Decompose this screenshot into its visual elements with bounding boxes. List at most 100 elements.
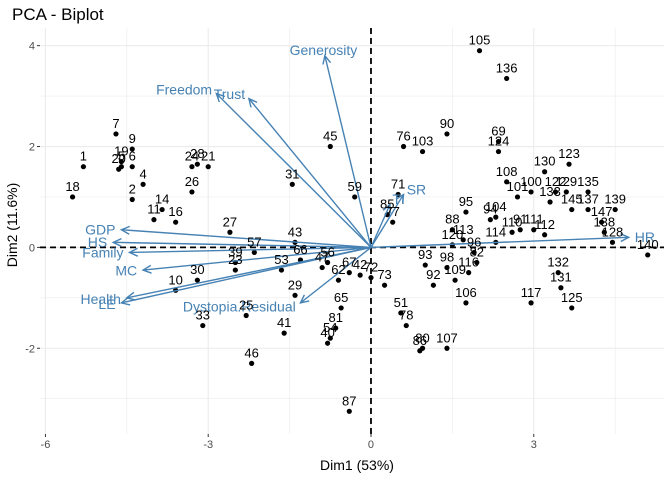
- individual-label: 114: [485, 224, 506, 239]
- individual-label: 110: [502, 214, 523, 229]
- individual-label: 10: [168, 272, 182, 287]
- individual-point: [338, 305, 344, 311]
- individual-label: 93: [418, 247, 432, 262]
- individual-point: [189, 164, 195, 170]
- individual-point: [476, 48, 483, 54]
- individual-label: 96: [467, 234, 481, 249]
- individual-label: 82: [470, 245, 484, 260]
- individual-label: 120: [442, 227, 464, 242]
- individual-label: 88: [445, 212, 459, 227]
- individual-point: [194, 161, 200, 167]
- individual-label: 103: [412, 134, 434, 149]
- individual-point: [419, 148, 426, 155]
- variable-arrow: [370, 204, 391, 248]
- individual-point: [398, 310, 404, 316]
- individual-label: 113: [453, 222, 474, 237]
- individual-point: [585, 206, 591, 213]
- variable-label: HS: [88, 234, 107, 250]
- variable-arrow: [113, 241, 372, 249]
- individual-point: [466, 270, 472, 276]
- individual-label: 137: [577, 192, 599, 207]
- y-tick-label: 0: [29, 242, 35, 254]
- individual-point: [281, 330, 287, 336]
- individual-point: [278, 267, 285, 273]
- individual-label: 87: [342, 393, 356, 408]
- individual-label: 14: [155, 192, 169, 207]
- individual-point: [251, 249, 257, 256]
- individual-label: 23: [228, 252, 242, 267]
- individual-label: 108: [496, 164, 518, 179]
- variable-arrowhead: [395, 193, 405, 204]
- individual-label: 5: [118, 149, 125, 164]
- individual-label: 98: [440, 250, 454, 265]
- individual-label: 19: [114, 144, 128, 159]
- individual-point: [194, 277, 200, 283]
- individual-point: [116, 166, 122, 172]
- individual-label: 29: [288, 277, 302, 292]
- individual-label: 100: [520, 174, 542, 189]
- individual-point: [173, 219, 179, 225]
- individual-label: 45: [323, 129, 337, 144]
- variable-arrow: [121, 229, 372, 249]
- individual-label: 69: [491, 123, 505, 138]
- individual-label: 18: [65, 179, 79, 194]
- individual-point: [417, 348, 423, 354]
- individual-label: 31: [285, 166, 299, 181]
- individual-label: 139: [604, 192, 626, 207]
- individual-point: [585, 189, 591, 195]
- individual-label: 76: [396, 129, 410, 144]
- individual-point: [495, 148, 502, 155]
- variable-label: HR: [635, 229, 655, 245]
- individual-point: [558, 285, 564, 291]
- individual-label: 6: [129, 149, 136, 164]
- individual-label: 106: [455, 285, 477, 300]
- individual-label: 128: [602, 224, 624, 239]
- individual-point: [645, 252, 651, 258]
- variable-arrow: [324, 55, 372, 248]
- variable-label: TI: [392, 191, 404, 207]
- individual-point: [395, 191, 401, 198]
- individual-point: [69, 194, 76, 200]
- x-tick-label: -6: [41, 439, 51, 451]
- individual-label: 94: [483, 202, 497, 217]
- individual-label: 21: [201, 149, 215, 164]
- individual-label: 122: [545, 174, 567, 189]
- variable-label: Health: [80, 291, 120, 307]
- individual-point: [327, 335, 333, 341]
- variable-arrowhead: [620, 233, 631, 243]
- individual-label: 66: [293, 242, 307, 257]
- x-tick-label: 0: [368, 439, 374, 451]
- variable-label: Generosity: [290, 42, 358, 58]
- individual-label: 67: [342, 255, 356, 270]
- individual-label: 85: [380, 197, 394, 212]
- individual-point: [509, 229, 515, 235]
- individual-label: 16: [168, 204, 182, 219]
- individual-label: 131: [550, 270, 572, 285]
- individual-label: 28: [190, 146, 204, 161]
- variable-arrowhead: [119, 225, 131, 235]
- individual-point: [113, 131, 119, 137]
- individual-point: [528, 300, 534, 306]
- variable-label: Trust: [214, 86, 245, 102]
- individual-point: [249, 360, 255, 366]
- individual-label: 81: [328, 310, 342, 325]
- variable-arrowhead: [299, 294, 310, 304]
- variable-arrow: [370, 194, 405, 248]
- individual-label: 33: [196, 308, 210, 323]
- x-tick-label: -3: [203, 439, 213, 451]
- individual-point: [189, 189, 195, 195]
- variable-arrowhead: [215, 92, 226, 103]
- individual-point: [566, 161, 572, 167]
- individual-label: 133: [539, 184, 561, 199]
- individual-point: [449, 227, 455, 233]
- variable-arrow: [215, 93, 372, 248]
- individual-label: 107: [436, 330, 458, 345]
- individual-label: 46: [244, 345, 258, 360]
- individual-point: [346, 270, 352, 276]
- variable-label: MC: [115, 263, 137, 279]
- individual-label: 101: [507, 179, 529, 194]
- individual-label: 86: [413, 333, 427, 348]
- variable-arrowhead: [119, 296, 131, 306]
- individual-point: [463, 209, 469, 215]
